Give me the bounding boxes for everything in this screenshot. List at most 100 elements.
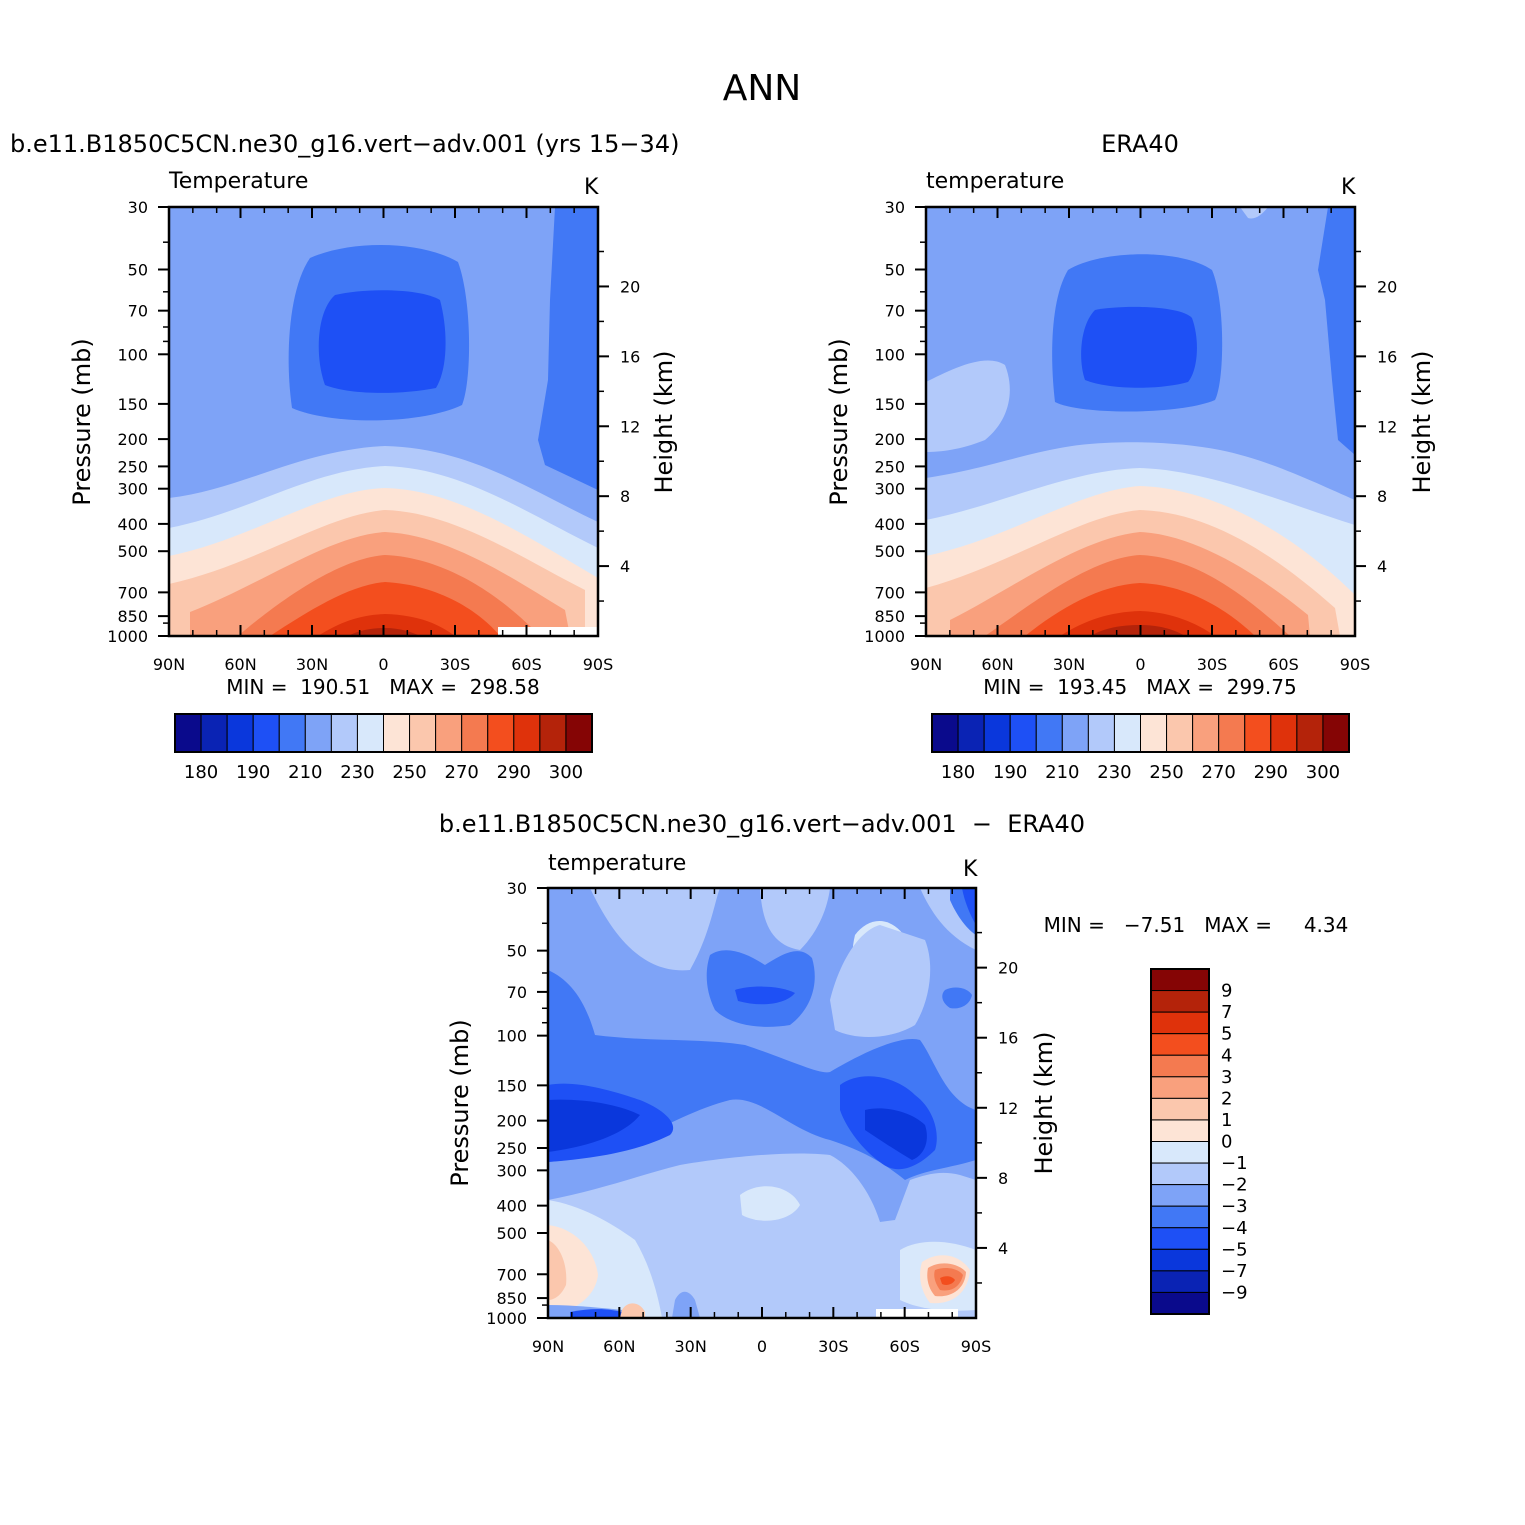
colorbar-box <box>1150 1162 1210 1186</box>
y-tick-label: 400 <box>496 1197 527 1216</box>
contour-field <box>926 207 1355 636</box>
colorbar-box <box>1166 713 1194 753</box>
y-tick-label: 100 <box>874 345 905 364</box>
colorbar-box <box>1218 713 1246 753</box>
x-tick-label: 30S <box>818 1337 849 1356</box>
y-tick-label: 400 <box>874 515 905 534</box>
panel-title: ERA40 <box>1101 130 1179 158</box>
colorbar-box <box>1244 713 1272 753</box>
colorbar-label: 250 <box>392 762 426 783</box>
colorbar-box <box>1322 713 1350 753</box>
x-tick-label: 60S <box>511 655 542 674</box>
x-axis: 90N 60N 30N 0 30S 60S 90S <box>532 888 991 1356</box>
y-tick-label: 250 <box>496 1139 527 1158</box>
colorbar-label: −4 <box>1221 1218 1248 1239</box>
colorbar-label: 2 <box>1221 1088 1232 1109</box>
x-tick-label: 30N <box>296 655 328 674</box>
y-tick-label: 500 <box>496 1224 527 1243</box>
y-tick-label: 700 <box>496 1265 527 1284</box>
y-tick-label: 150 <box>496 1076 527 1095</box>
colorbar-box <box>200 713 228 753</box>
colorbar-box <box>1150 1248 1210 1272</box>
y-tick-label: 150 <box>874 395 905 414</box>
height-tick-label: 8 <box>998 1169 1008 1188</box>
missing-data-strip <box>498 627 598 636</box>
colorbar-label: 230 <box>340 762 374 783</box>
height-tick-label: 12 <box>1377 417 1397 436</box>
x-tick-label: 90N <box>910 655 942 674</box>
colorbar-box <box>1150 1291 1210 1315</box>
colorbar-box <box>1296 713 1324 753</box>
band-230-240-top <box>1240 207 1268 219</box>
band-m4-m3-d <box>942 987 972 1009</box>
band-290-295 <box>318 614 455 636</box>
y-tick-label: 200 <box>117 430 148 449</box>
colorbar-box <box>1150 1141 1210 1164</box>
colorbar-box <box>1150 1097 1210 1121</box>
height-tick-label: 20 <box>620 277 640 296</box>
y-tick-label: 50 <box>885 260 905 279</box>
colorbar-label: 210 <box>288 762 322 783</box>
height-tick-label: 4 <box>620 557 630 576</box>
y-tick-label: 250 <box>117 457 148 476</box>
height-tick-label: 16 <box>1377 347 1397 366</box>
colorbar-box <box>1150 1119 1210 1142</box>
y-tick-label: 850 <box>117 607 148 626</box>
colorbar-label: 180 <box>941 762 975 783</box>
y-axis-label: Pressure (mb) <box>825 338 853 505</box>
colorbar-box <box>252 713 280 753</box>
band-295-300 <box>1090 625 1185 636</box>
band-4-5-right <box>940 1276 955 1285</box>
colorbar-label: 270 <box>1202 762 1236 783</box>
missing-data-strip <box>876 1309 958 1318</box>
y-tick-label: 100 <box>117 345 148 364</box>
colorbar-box <box>304 713 332 753</box>
panel-title: b.e11.B1850C5CN.ne30_g16.vert−adv.001 (y… <box>10 130 679 158</box>
x-axis: 90N 60N 30N 0 30S 60S 90S <box>153 207 613 674</box>
difference-panel: b.e11.B1850C5CN.ne30_g16.vert−adv.001 − … <box>439 810 1348 1356</box>
colorbar-label: −3 <box>1221 1196 1248 1217</box>
colorbar-label: 4 <box>1221 1045 1232 1066</box>
colorbar-box <box>1087 713 1115 753</box>
x-tick-label: 90N <box>532 1337 564 1356</box>
x-tick-label: 30S <box>1197 655 1228 674</box>
colorbar-box <box>330 713 358 753</box>
height-tick-label: 12 <box>620 417 640 436</box>
colorbar-label: 190 <box>236 762 270 783</box>
colorbar-label: −7 <box>1221 1261 1248 1282</box>
colorbar-label: 5 <box>1221 1024 1232 1045</box>
colorbar-box <box>1150 968 1210 992</box>
y-tick-label: 500 <box>117 542 148 561</box>
colorbar-label: 7 <box>1221 1002 1232 1023</box>
y-tick-label: 70 <box>507 983 527 1002</box>
y-tick-label: 30 <box>128 198 148 217</box>
colorbar-label: 290 <box>497 762 531 783</box>
height-axis-label: Height (km) <box>1408 351 1436 494</box>
x-tick-label: 60N <box>981 655 1013 674</box>
colorbar-box <box>1009 713 1037 753</box>
band-m2-m1-right <box>830 925 931 1037</box>
height-tick-label: 8 <box>620 487 630 506</box>
y-axis-label: Pressure (mb) <box>68 338 96 505</box>
colorbar-box <box>931 713 959 753</box>
y-tick-label: 700 <box>874 583 905 602</box>
colorbar-box <box>278 713 306 753</box>
colorbar-label: 270 <box>445 762 479 783</box>
height-tick-label: 4 <box>998 1239 1008 1258</box>
colorbar-label: −1 <box>1221 1153 1248 1174</box>
panel-title: b.e11.B1850C5CN.ne30_g16.vert−adv.001 − … <box>439 810 1085 838</box>
era40-temperature-panel: ERA40 temperature K 90N 60N 30N 0 30S 60S 90S … <box>825 130 1436 783</box>
colorbar-box <box>435 713 463 753</box>
x-tick-label: 60N <box>603 1337 635 1356</box>
band-1-2-lower <box>548 1240 567 1300</box>
x-tick-label: 90S <box>1340 655 1371 674</box>
colorbar-box <box>1113 713 1141 753</box>
band-200-210 <box>1081 306 1197 388</box>
colorbar-box <box>1270 713 1298 753</box>
y-tick-label: 500 <box>874 542 905 561</box>
colorbar-label: −9 <box>1221 1282 1248 1303</box>
y-tick-label: 250 <box>874 457 905 476</box>
height-tick-label: 4 <box>1377 557 1387 576</box>
